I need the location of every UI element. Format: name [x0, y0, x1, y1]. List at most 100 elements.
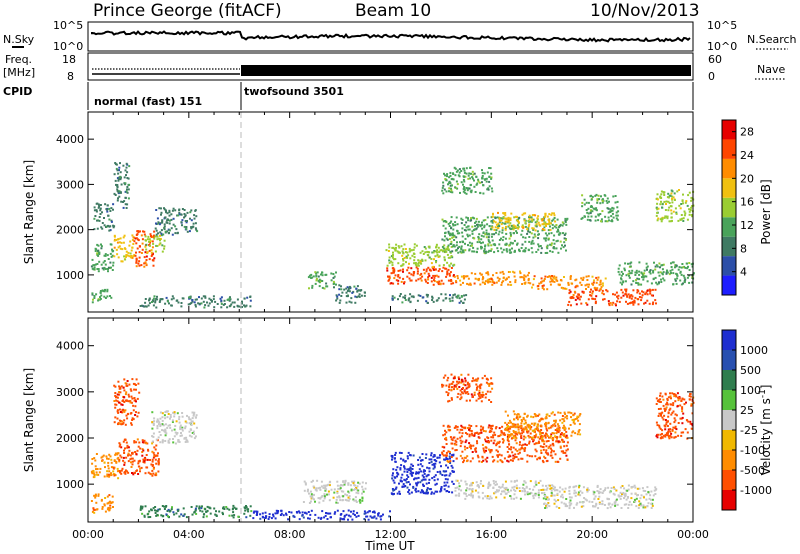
data-cell	[498, 440, 501, 443]
data-cell	[123, 378, 126, 381]
data-cell	[430, 452, 433, 455]
data-cell	[449, 436, 452, 439]
data-cell	[456, 380, 458, 383]
data-cell	[480, 461, 483, 463]
data-cell	[95, 210, 98, 213]
data-cell	[431, 463, 434, 466]
data-cell	[115, 183, 117, 186]
data-cell	[537, 440, 540, 443]
data-cell	[448, 455, 451, 458]
data-cell	[590, 215, 593, 218]
data-cell	[137, 262, 140, 265]
data-cell	[500, 237, 502, 240]
data-cell	[615, 304, 617, 307]
data-cell	[548, 415, 551, 417]
data-cell	[487, 483, 490, 486]
data-cell	[144, 305, 147, 308]
data-cell	[481, 171, 484, 174]
data-cell	[161, 298, 164, 301]
data-cell	[448, 182, 451, 184]
data-cell	[493, 431, 496, 434]
data-cell	[523, 422, 526, 425]
data-cell	[477, 393, 480, 395]
data-cell	[404, 479, 407, 482]
data-cell	[666, 271, 669, 274]
data-cell	[402, 248, 405, 251]
data-cell	[677, 268, 680, 271]
data-cell	[691, 215, 694, 218]
data-cell	[463, 294, 466, 297]
data-cell	[164, 428, 167, 431]
data-cell	[615, 489, 618, 492]
data-cell	[192, 413, 195, 416]
data-cell	[139, 305, 142, 307]
data-cell	[415, 490, 418, 493]
data-cell	[565, 415, 568, 417]
data-cell	[459, 445, 462, 448]
data-cell	[129, 458, 132, 461]
data-cell	[594, 495, 597, 498]
data-cell	[164, 230, 167, 233]
data-cell	[481, 174, 484, 177]
data-cell	[183, 213, 186, 215]
data-cell	[155, 306, 158, 309]
data-cell	[109, 252, 112, 255]
data-cell	[487, 273, 490, 276]
data-cell	[522, 212, 525, 215]
data-cell	[531, 429, 534, 432]
data-cell	[151, 460, 154, 463]
data-cell	[491, 427, 493, 430]
data-cell	[408, 492, 411, 495]
data-cell	[599, 488, 602, 491]
data-cell	[418, 468, 421, 471]
data-cell	[494, 217, 497, 220]
data-cell	[183, 209, 186, 211]
data-cell	[130, 461, 132, 464]
data-cell	[191, 411, 194, 414]
data-cell	[442, 264, 445, 267]
data-cell	[409, 483, 411, 486]
data-cell	[534, 224, 537, 227]
data-cell	[417, 490, 420, 493]
data-cell	[637, 283, 640, 286]
data-cell	[122, 456, 125, 459]
data-cell	[508, 430, 511, 433]
data-cell	[679, 404, 682, 407]
data-cell	[464, 249, 467, 252]
data-cell	[554, 453, 557, 456]
data-cell	[670, 216, 673, 219]
data-cell	[551, 223, 554, 226]
data-cell	[553, 413, 556, 416]
data-cell	[456, 486, 459, 489]
data-cell	[578, 414, 581, 417]
data-cell	[97, 206, 100, 209]
data-cell	[552, 239, 555, 242]
data-cell	[136, 415, 139, 418]
data-cell	[533, 485, 536, 488]
data-cell	[150, 235, 152, 238]
data-cell	[168, 209, 171, 212]
data-cell	[463, 224, 466, 226]
data-cell	[535, 433, 538, 436]
data-cell	[592, 493, 595, 496]
data-cell	[636, 291, 639, 294]
data-cell	[464, 242, 466, 245]
data-cell	[428, 274, 431, 277]
data-cell	[468, 428, 470, 431]
data-cell	[156, 513, 159, 516]
data-cell	[469, 484, 471, 487]
data-cell	[107, 464, 110, 467]
data-cell	[332, 273, 335, 275]
data-cell	[563, 234, 566, 236]
data-cell	[417, 262, 420, 265]
data-cell	[123, 452, 126, 454]
data-cell	[587, 212, 590, 215]
data-cell	[114, 403, 117, 406]
data-cell	[326, 493, 328, 496]
data-cell	[518, 490, 521, 492]
data-cell	[521, 447, 524, 450]
data-cell	[554, 419, 557, 422]
data-cell	[491, 382, 494, 385]
data-cell	[501, 281, 503, 284]
data-cell	[403, 281, 406, 284]
